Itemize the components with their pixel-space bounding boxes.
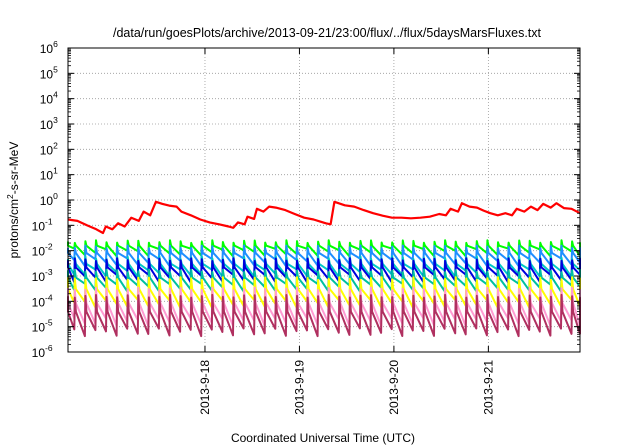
y-tick-label-exponent: 0 <box>53 191 58 201</box>
y-axis-label-superscript: 2 <box>5 194 15 199</box>
y-tick-label-base: 10 <box>32 270 46 284</box>
sawtooth-series-line <box>67 239 581 258</box>
y-tick-label-base: 10 <box>32 219 46 233</box>
y-tick-label-base: 10 <box>32 295 46 309</box>
data-series <box>67 200 581 338</box>
y-tick-label-base: 10 <box>40 194 54 208</box>
y-tick-label-exponent: -5 <box>45 318 53 328</box>
y-tick-label-base: 10 <box>40 143 54 157</box>
y-tick-label-exponent: 1 <box>53 166 58 176</box>
y-tick-label: 105 <box>40 64 58 81</box>
y-tick-label: 10-1 <box>32 216 53 233</box>
x-axis-ticks: 2013-9-18 2013-9-19 2013-9-20 2013-9-21 <box>198 48 495 415</box>
y-tick-label: 10-4 <box>32 292 53 309</box>
x-tick-label: 2013-9-18 <box>198 360 212 415</box>
y-tick-label: 10-3 <box>32 267 53 284</box>
sawtooth-series-line <box>67 293 581 338</box>
y-tick-label-exponent: 4 <box>53 90 58 100</box>
y-tick-label: 100 <box>40 191 58 208</box>
y-tick-label: 102 <box>40 140 58 157</box>
y-axis-label-tail: -s-sr-MeV <box>7 142 21 195</box>
y-axis-ticks: 10-610-510-410-310-210-11001011021031041… <box>32 39 580 360</box>
y-tick-label-exponent: -2 <box>45 242 53 252</box>
y-tick-label: 10-2 <box>32 242 53 259</box>
y-tick-label: 101 <box>40 166 58 183</box>
y-tick-label-exponent: -3 <box>45 267 53 277</box>
y-tick-label-exponent: -4 <box>45 292 53 302</box>
grid-lines <box>68 48 580 352</box>
y-tick-label-base: 10 <box>40 67 54 81</box>
y-axis-label-main: protons/cm <box>7 199 21 258</box>
y-tick-label: 103 <box>40 115 58 132</box>
y-tick-label-exponent: 5 <box>53 64 58 74</box>
x-tick-label: 2013-9-21 <box>481 360 495 415</box>
x-axis-label: Coordinated Universal Time (UTC) <box>231 431 415 445</box>
x-tick-label: 2013-9-20 <box>387 360 401 415</box>
y-tick-label-exponent: -1 <box>45 216 53 226</box>
sawtooth-series-line <box>67 257 581 284</box>
y-tick-label-exponent: 6 <box>53 39 58 49</box>
y-tick-label-base: 10 <box>32 245 46 259</box>
sawtooth-series-line <box>67 244 581 268</box>
y-tick-label-exponent: 2 <box>53 140 58 150</box>
y-tick-label: 106 <box>40 39 58 56</box>
y-tick-label-base: 10 <box>32 346 46 360</box>
y-tick-label-exponent: 3 <box>53 115 58 125</box>
y-tick-label: 10-5 <box>32 318 53 335</box>
y-axis-label: protons/cm2-s-sr-MeV <box>5 142 21 259</box>
chart-title: /data/run/goesPlots/archive/2013-09-21/2… <box>113 26 542 40</box>
y-tick-label-base: 10 <box>32 321 46 335</box>
y-tick-label: 104 <box>40 90 58 107</box>
x-tick-label: 2013-9-19 <box>292 360 306 415</box>
y-tick-label-base: 10 <box>40 169 54 183</box>
top-series-line <box>67 200 581 235</box>
y-tick-label-base: 10 <box>40 42 54 56</box>
y-tick-label-base: 10 <box>40 118 54 132</box>
y-tick-label: 10-6 <box>32 343 53 360</box>
y-tick-label-base: 10 <box>40 93 54 107</box>
y-tick-label-exponent: -6 <box>45 343 53 353</box>
